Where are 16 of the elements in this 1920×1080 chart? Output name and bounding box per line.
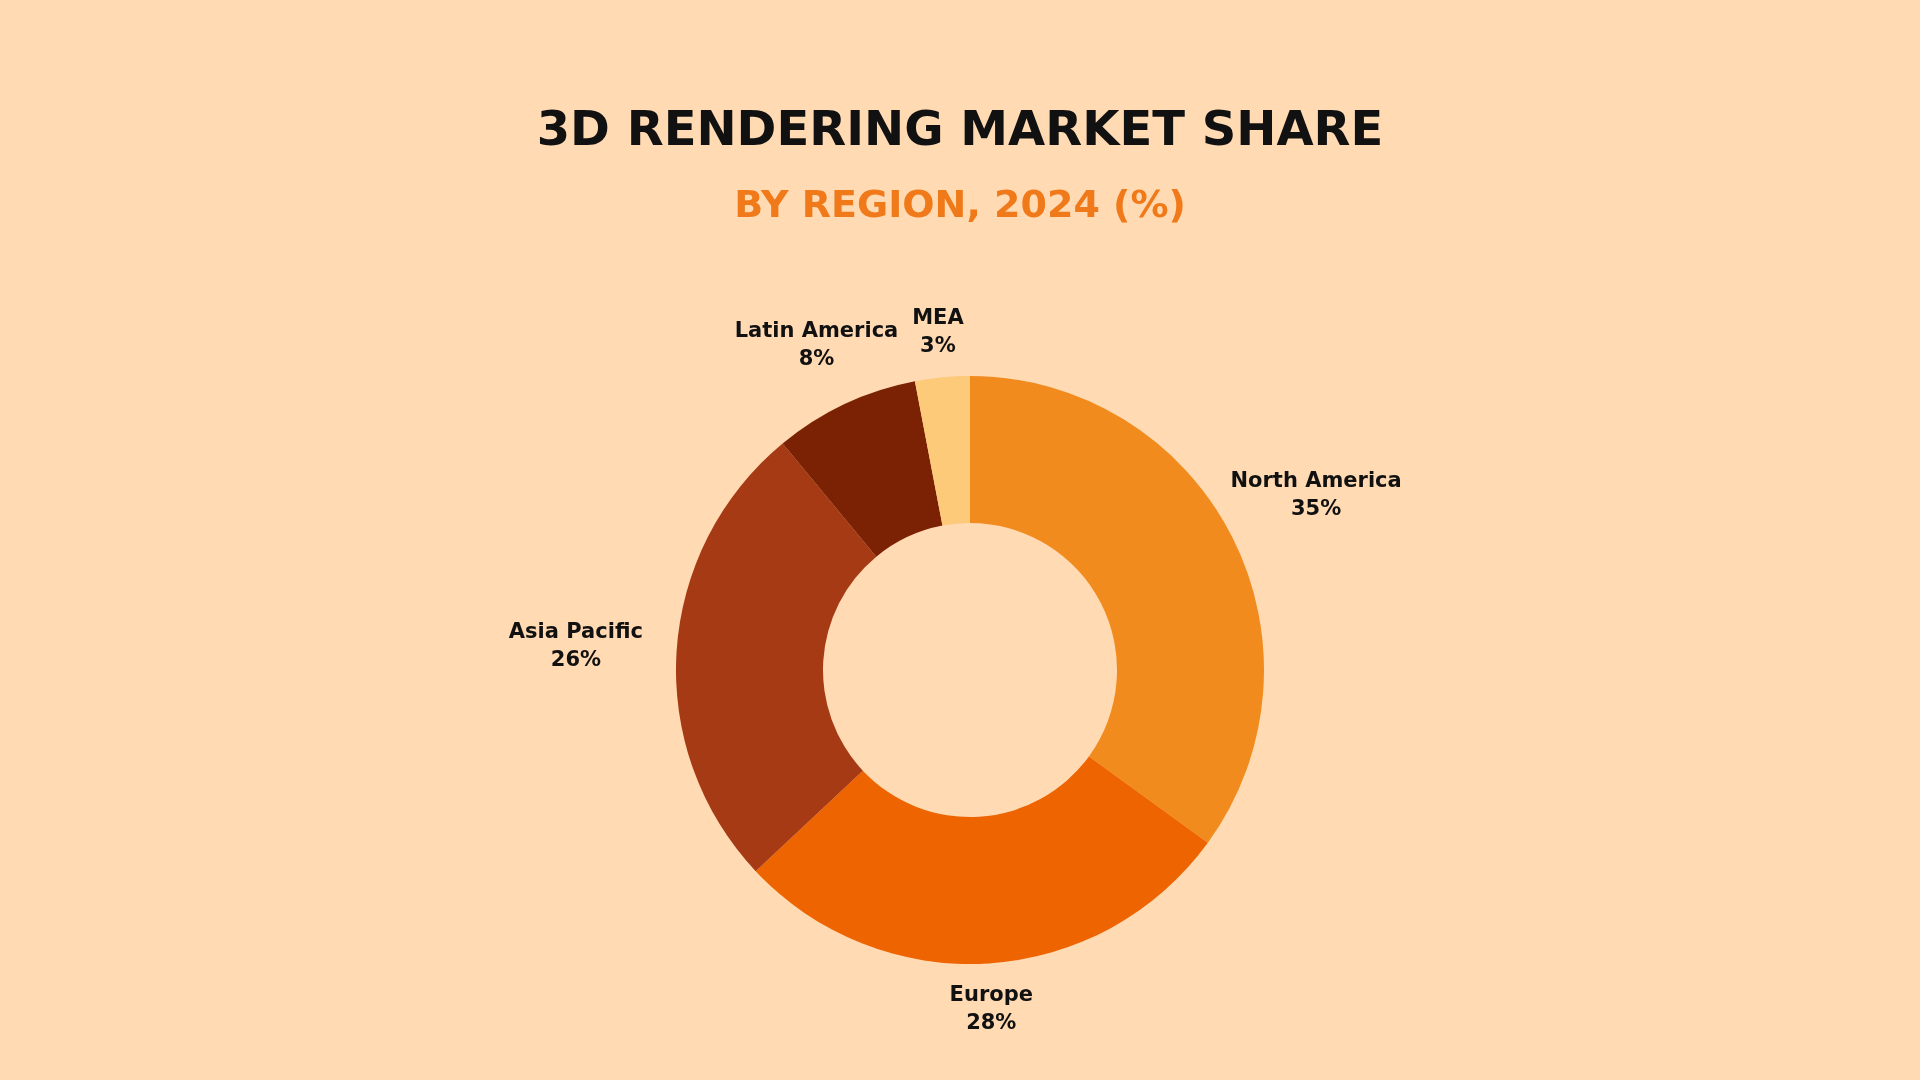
donut-slice [676, 443, 877, 872]
data-label: 35% [1290, 495, 1342, 520]
data-label: 8% [798, 345, 835, 370]
chart-title: 3D RENDERING MARKET SHARE [536, 100, 1384, 156]
slice-label: MEA [912, 304, 965, 329]
slice-label: North America [1230, 467, 1402, 492]
data-label: 3% [920, 332, 956, 357]
data-label: 28% [966, 1010, 1017, 1035]
slice-label: Latin America [734, 317, 899, 342]
donut-slice [755, 756, 1208, 964]
data-label: 26% [550, 647, 602, 672]
slice-label: Asia Pacific [508, 619, 643, 644]
chart-subtitle: BY REGION, 2024 (%) [734, 182, 1186, 226]
donut-slice [914, 376, 970, 526]
slice-label: Europe [949, 982, 1033, 1007]
donut-slice [782, 381, 943, 557]
